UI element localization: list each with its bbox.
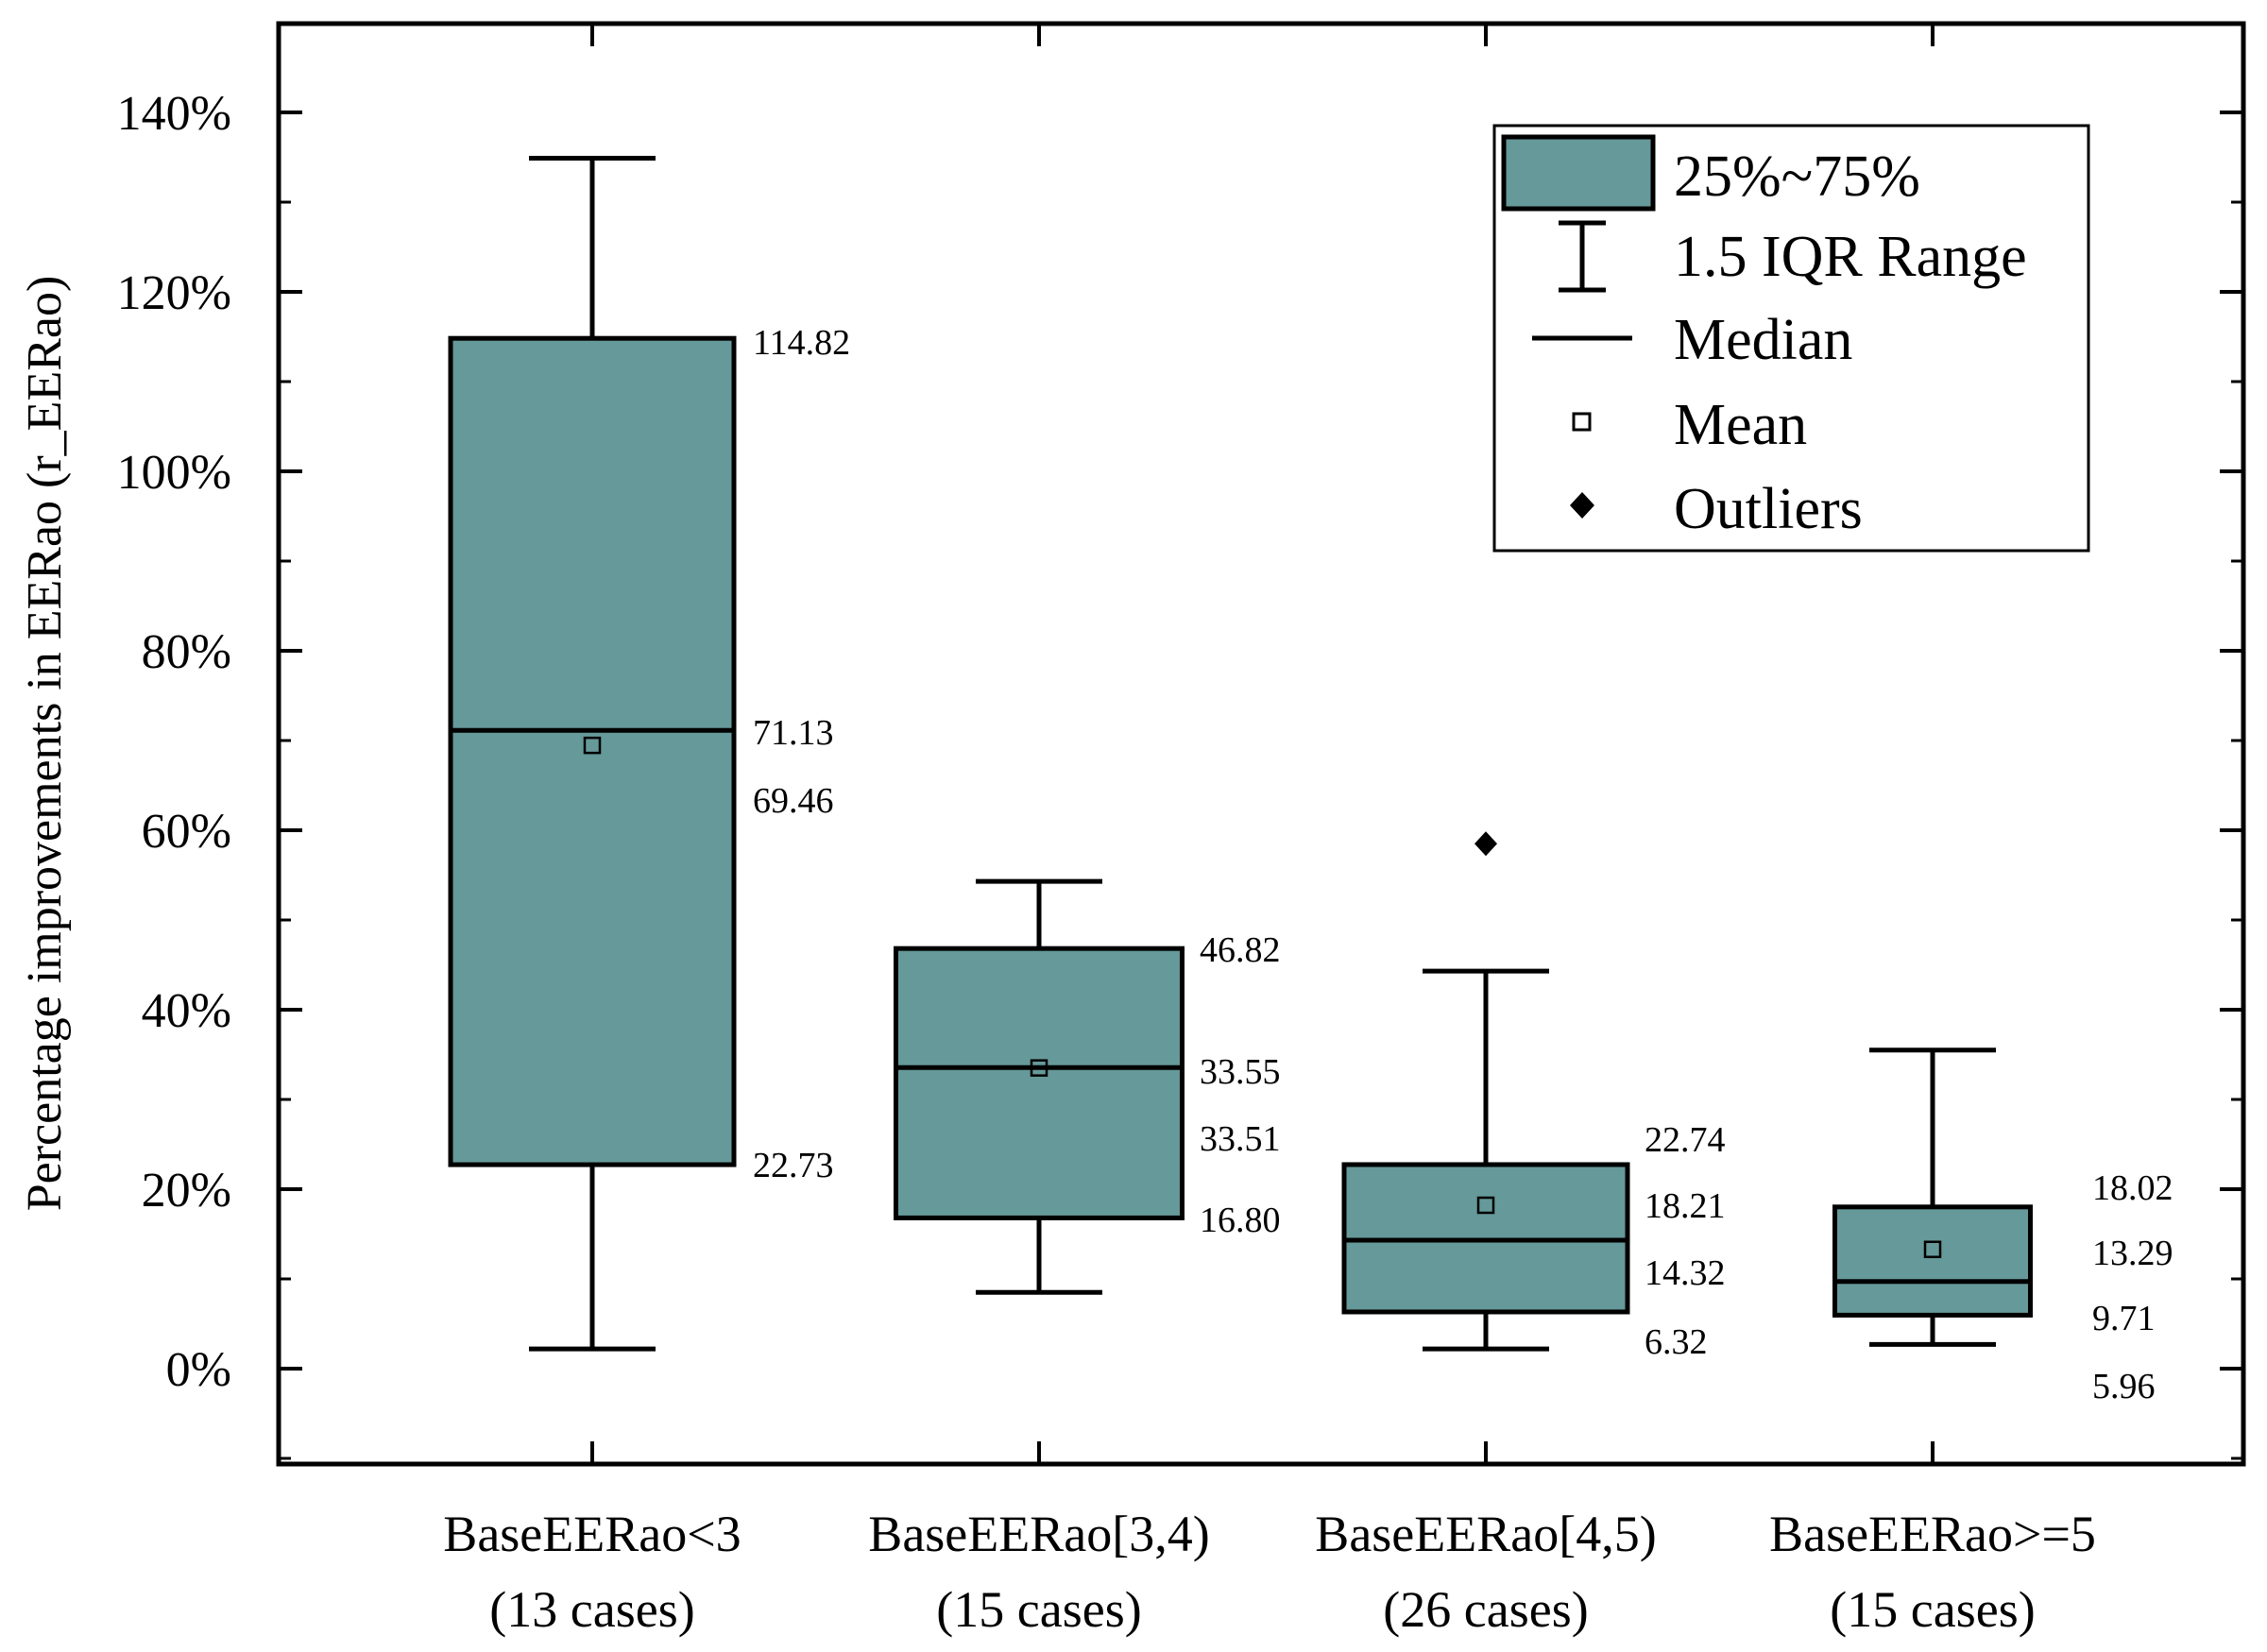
y-tick-label: 20%: [142, 1164, 231, 1218]
legend-mean-marker: [1572, 412, 1592, 432]
value-label-q1: 5.96: [2092, 1367, 2156, 1406]
value-label-median: 9.71: [2092, 1299, 2156, 1338]
box-group: [1832, 1047, 2033, 1347]
outlier-marker: [1474, 831, 1497, 857]
legend-box-swatch: [1501, 134, 1656, 212]
y-tick-label: 120%: [117, 266, 231, 320]
legend: 25%~75% 1.5 IQR Range Median Mean Outlie…: [1492, 124, 2090, 553]
legend-whisker-icon: [1559, 220, 1606, 293]
box-group: [1341, 831, 1630, 1352]
legend-mean-label: Mean: [1674, 393, 1807, 457]
mean-marker: [583, 736, 602, 755]
y-tick-label: 80%: [142, 625, 231, 679]
value-label-median: 33.55: [1200, 1052, 1281, 1092]
y-tick-label: 100%: [117, 446, 231, 500]
value-label-mean: 18.21: [1645, 1186, 1726, 1226]
legend-outlier-label: Outliers: [1674, 477, 1863, 541]
mean-marker: [1030, 1059, 1048, 1077]
y-tick-label: 60%: [142, 805, 231, 859]
x-category-label: BaseEERao>=5: [1769, 1506, 2096, 1562]
mean-marker: [1923, 1240, 1942, 1258]
box-group: [448, 155, 737, 1352]
value-label-mean: 33.51: [1200, 1119, 1281, 1159]
x-category-label: BaseEERao[4,5): [1315, 1506, 1656, 1562]
iqr-box: [448, 335, 737, 1167]
value-label-q3: 22.74: [1645, 1120, 1726, 1160]
mean-marker: [1476, 1196, 1495, 1215]
y-axis: 0% 20% 40% 60% 80% 100% 120% 140%: [117, 87, 2243, 1460]
value-label-q1: 22.73: [753, 1146, 834, 1185]
value-label-median: 71.13: [753, 713, 834, 753]
box-series: [448, 155, 2033, 1352]
iqr-box: [894, 945, 1185, 1220]
value-label-q1: 6.32: [1645, 1322, 1708, 1362]
legend-outlier-marker: [1570, 492, 1594, 519]
value-label-q3: 18.02: [2092, 1168, 2173, 1208]
x-category-cases: (15 cases): [1830, 1581, 2035, 1638]
value-label-q3: 114.82: [753, 323, 850, 363]
value-label-median: 14.32: [1645, 1253, 1726, 1293]
x-axis: BaseEERao<3 (13 cases) BaseEERao[3,4) (15 c…: [443, 24, 2096, 1638]
legend-box-label: 25%~75%: [1674, 145, 1920, 209]
y-tick-label: 140%: [117, 87, 231, 141]
legend-whisker-label: 1.5 IQR Range: [1674, 225, 2027, 289]
value-label-q3: 46.82: [1200, 930, 1281, 970]
box-group: [894, 878, 1185, 1295]
x-category-label: BaseEERao[3,4): [868, 1506, 1209, 1562]
plot-frame: [276, 21, 2246, 1467]
legend-median-label: Median: [1674, 308, 1852, 372]
y-tick-label: 40%: [142, 984, 231, 1038]
value-label-mean: 69.46: [753, 781, 834, 821]
value-label-q1: 16.80: [1200, 1201, 1281, 1240]
x-category-cases: (26 cases): [1383, 1581, 1588, 1638]
value-label-mean: 13.29: [2092, 1234, 2173, 1273]
y-tick-label: 0%: [166, 1343, 231, 1397]
x-category-cases: (15 cases): [936, 1581, 1141, 1638]
iqr-box: [1832, 1204, 2033, 1318]
value-annotations: 114.82 71.13 69.46 22.73 46.82 33.55 33.51 16.8…: [753, 323, 2173, 1406]
x-category-label: BaseEERao<3: [443, 1506, 741, 1562]
y-axis-title: Percentage improvements in EERao (r_EERa…: [18, 276, 72, 1212]
x-category-cases: (13 cases): [489, 1581, 694, 1638]
